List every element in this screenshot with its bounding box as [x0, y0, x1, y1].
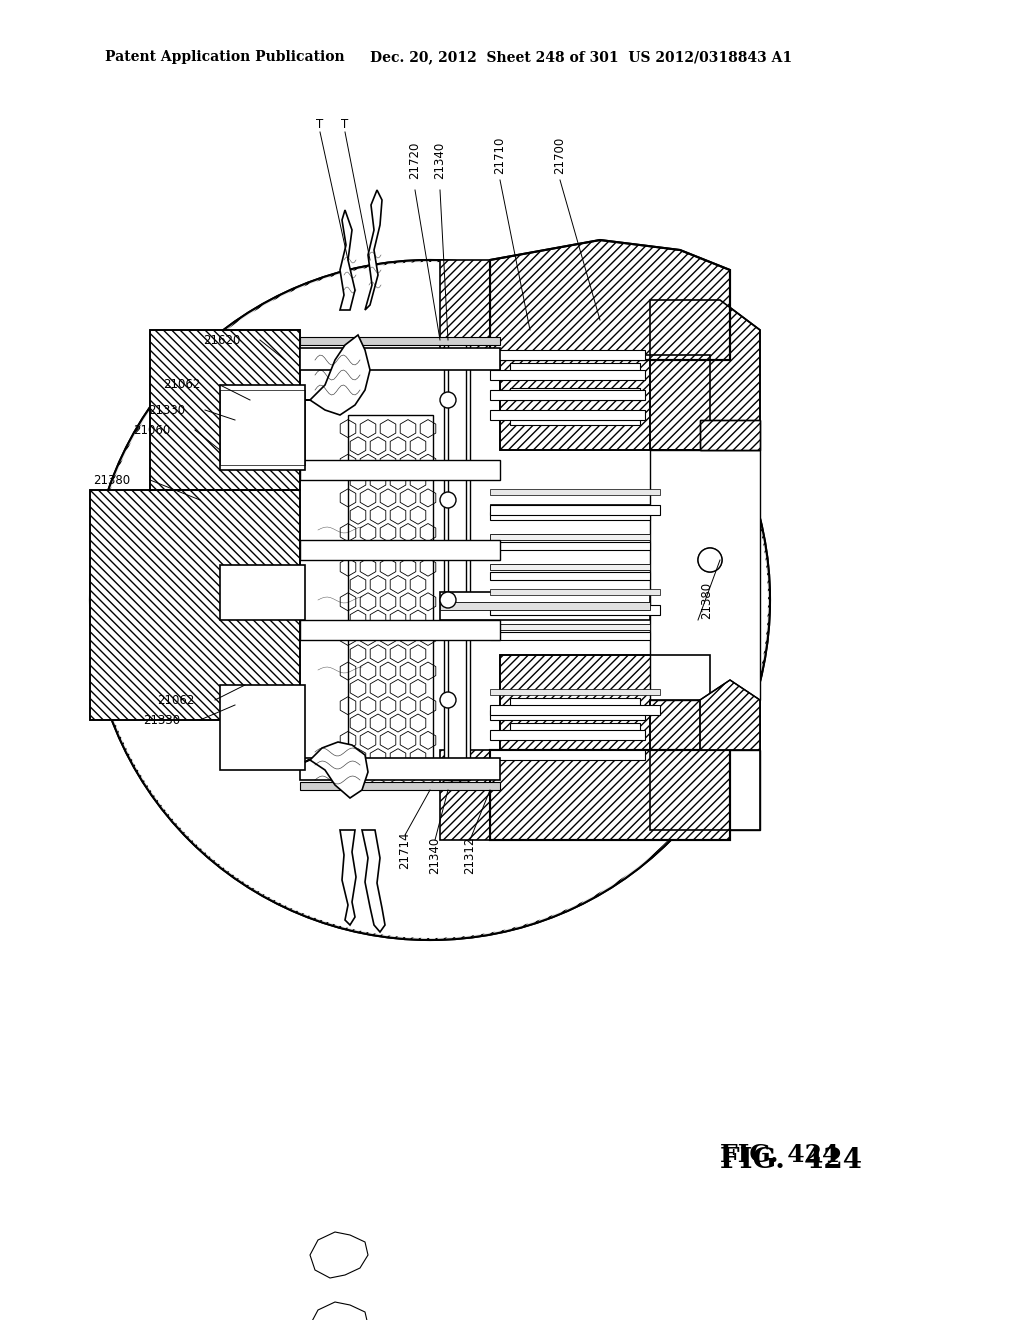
Bar [490, 389, 645, 400]
Bar [490, 589, 660, 595]
Bar [300, 337, 500, 345]
Bar [490, 512, 650, 520]
Bar [500, 655, 710, 750]
Bar [490, 705, 660, 715]
Bar [300, 459, 500, 480]
Circle shape [440, 591, 456, 609]
Bar [300, 540, 500, 560]
Text: 21062: 21062 [163, 379, 200, 392]
Bar [490, 506, 660, 515]
Polygon shape [490, 240, 730, 360]
Bar [510, 698, 640, 710]
Bar [490, 594, 650, 601]
Polygon shape [340, 210, 355, 310]
Text: 21720: 21720 [409, 141, 422, 178]
Bar [490, 411, 645, 420]
Circle shape [440, 492, 456, 508]
Bar [490, 624, 650, 630]
Bar [220, 385, 305, 470]
Text: 21340: 21340 [428, 837, 441, 874]
Polygon shape [365, 190, 382, 310]
Polygon shape [340, 830, 356, 925]
Polygon shape [150, 330, 300, 490]
Bar [510, 413, 640, 425]
Text: 21330: 21330 [143, 714, 180, 726]
Bar [220, 389, 305, 465]
Polygon shape [650, 700, 760, 830]
Bar [490, 535, 650, 540]
Bar [348, 414, 433, 775]
Bar [449, 341, 466, 780]
Text: T: T [316, 119, 324, 132]
Bar [490, 730, 645, 741]
Bar [300, 758, 500, 780]
Text: 21312: 21312 [464, 837, 476, 874]
Circle shape [698, 548, 722, 572]
Polygon shape [310, 1302, 368, 1320]
Polygon shape [362, 830, 385, 932]
Bar [490, 750, 645, 760]
Polygon shape [305, 742, 368, 799]
Bar [440, 591, 650, 620]
Polygon shape [700, 680, 760, 750]
Bar [300, 348, 500, 370]
Circle shape [92, 261, 768, 939]
Text: 21330: 21330 [147, 404, 185, 417]
Bar [444, 341, 470, 780]
Polygon shape [490, 750, 730, 840]
Text: 21700: 21700 [554, 136, 566, 174]
Bar [500, 655, 710, 750]
Polygon shape [90, 490, 300, 719]
Bar [490, 605, 660, 615]
Bar [220, 565, 305, 620]
Bar [510, 723, 640, 735]
Bar [500, 355, 710, 450]
Bar [490, 370, 645, 380]
Bar [300, 620, 500, 640]
Bar [490, 350, 645, 360]
Polygon shape [305, 335, 370, 414]
Bar [490, 572, 650, 579]
Polygon shape [650, 300, 760, 450]
Bar [510, 363, 640, 375]
Text: 21620: 21620 [203, 334, 240, 346]
Polygon shape [440, 750, 490, 840]
Circle shape [440, 392, 456, 408]
Text: 21710: 21710 [494, 136, 507, 174]
Text: 21380: 21380 [93, 474, 130, 487]
Bar [700, 420, 760, 450]
Bar [300, 781, 500, 789]
Bar [490, 710, 645, 719]
Bar [700, 420, 760, 450]
Text: FIG.  424: FIG. 424 [720, 1147, 862, 1173]
Bar [490, 504, 650, 510]
Polygon shape [310, 1232, 368, 1278]
Circle shape [90, 260, 770, 940]
Bar [510, 388, 640, 400]
Text: Patent Application Publication: Patent Application Publication [105, 50, 345, 63]
Bar [650, 750, 760, 830]
Bar [490, 689, 660, 696]
Bar [490, 564, 650, 570]
Text: T: T [341, 119, 348, 132]
Text: Dec. 20, 2012  Sheet 248 of 301  US 2012/0318843 A1: Dec. 20, 2012 Sheet 248 of 301 US 2012/0… [370, 50, 793, 63]
Text: 21062: 21062 [158, 693, 195, 706]
Bar [490, 602, 650, 610]
Bar [500, 355, 710, 450]
Bar [220, 685, 305, 770]
Bar [490, 632, 650, 640]
Bar [440, 602, 650, 610]
Bar [490, 543, 650, 550]
Bar [490, 488, 660, 495]
Polygon shape [440, 260, 490, 360]
Text: 21340: 21340 [433, 141, 446, 178]
Text: FIG. 424: FIG. 424 [720, 1143, 840, 1167]
Text: 21714: 21714 [398, 832, 412, 869]
Circle shape [440, 692, 456, 708]
Circle shape [698, 548, 722, 572]
Bar [650, 450, 760, 700]
Text: 21060: 21060 [133, 424, 170, 437]
Text: 21380: 21380 [700, 581, 713, 619]
